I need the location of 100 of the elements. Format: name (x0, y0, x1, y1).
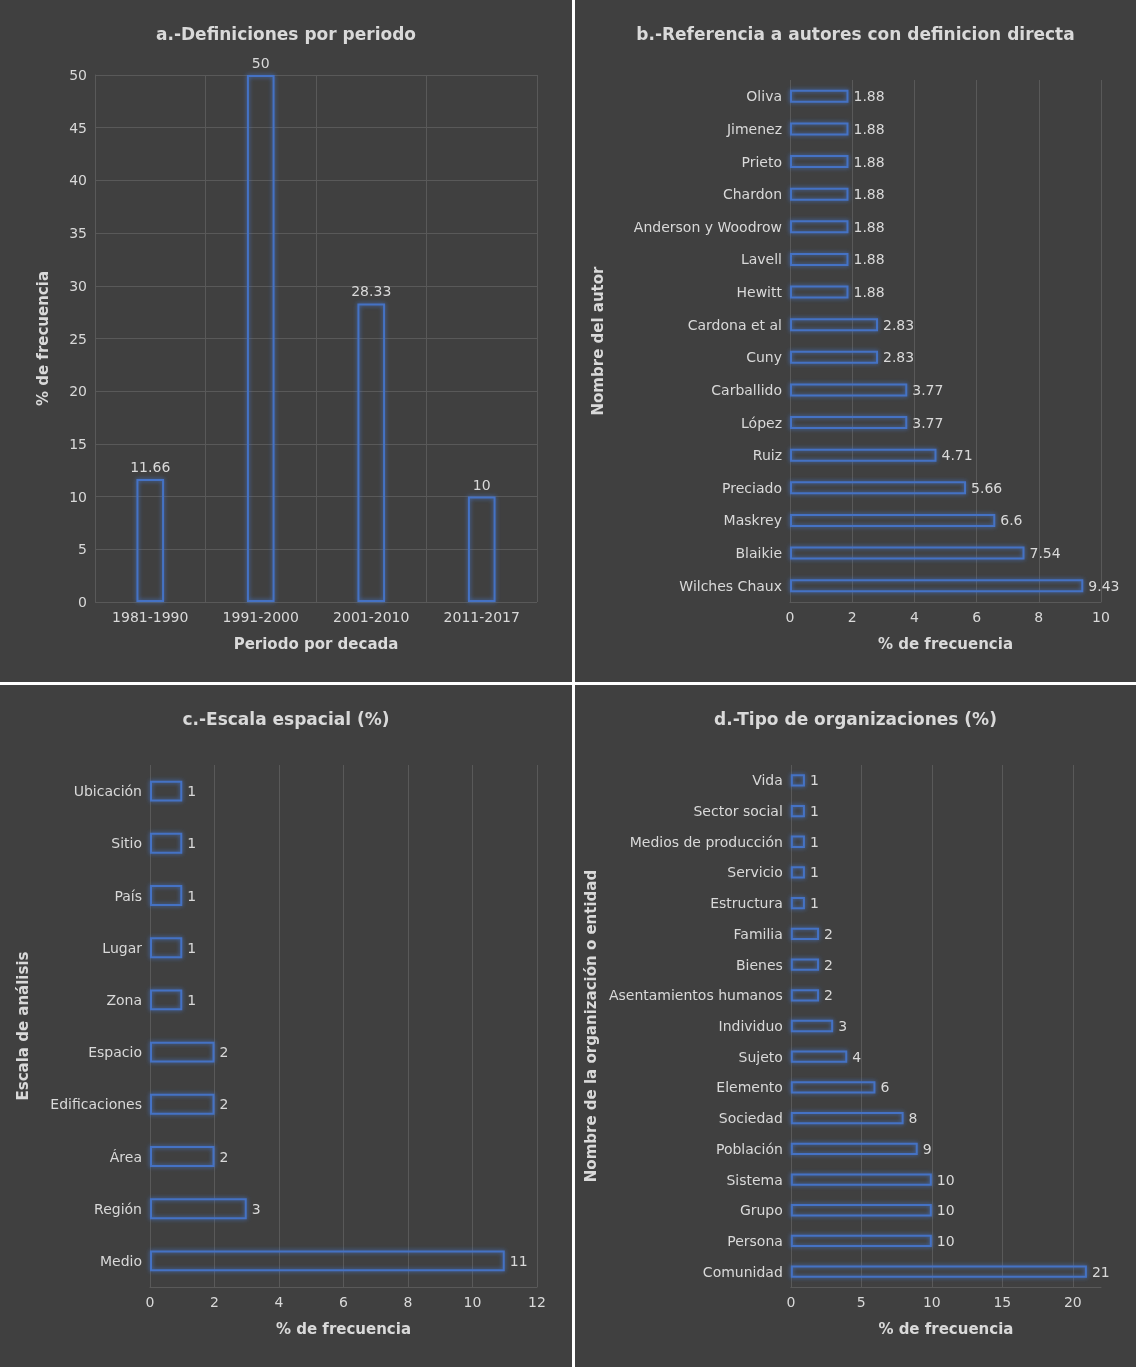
chart-title: d.-Tipo de organizaciones (%) (714, 708, 997, 729)
bar (790, 1204, 932, 1217)
bar (790, 927, 820, 941)
y-tick-label: Wilches Chaux (679, 577, 782, 594)
data-label: 1.88 (853, 120, 885, 137)
data-label: 1 (187, 991, 197, 1008)
bar (136, 479, 165, 602)
bar (790, 89, 849, 103)
data-label: 1 (809, 772, 819, 789)
data-label: 6 (880, 1079, 890, 1096)
x-tick-label: 2001-2010 (333, 609, 410, 625)
data-label: 1.88 (853, 88, 885, 105)
y-tick-label: Ruiz (752, 447, 782, 464)
y-tick-label: Maskrey (723, 512, 782, 529)
y-tick-label: Grupo (739, 1202, 783, 1219)
data-label: 1 (809, 833, 819, 850)
y-tick-label: Prieto (741, 153, 782, 170)
y-tick-label: Anderson y Woodrow (633, 218, 782, 235)
bar (790, 1050, 848, 1063)
data-label: 1.88 (853, 284, 885, 301)
bar (790, 958, 820, 971)
y-tick-label: López (741, 414, 782, 431)
bar (150, 1093, 215, 1115)
y-tick-label: 5 (78, 541, 87, 558)
bar (790, 1111, 904, 1125)
data-label: 1 (809, 895, 819, 912)
bar (790, 1265, 1087, 1278)
data-label: 8 (908, 1110, 918, 1127)
data-label: 1 (187, 887, 197, 904)
bar (150, 1146, 215, 1167)
y-tick-label: Lavell (740, 251, 782, 268)
y-tick-label: 30 (69, 277, 87, 294)
data-label: 50 (251, 55, 270, 71)
y-tick-label: Ubicación (73, 783, 142, 800)
bar (790, 122, 849, 136)
bar (150, 780, 183, 802)
y-tick-label: Carballido (711, 381, 782, 398)
y-tick-label: Región (94, 1200, 142, 1217)
data-label: 1 (809, 864, 819, 881)
bar (150, 937, 183, 959)
bar (246, 75, 275, 602)
x-tick-label: 8 (1034, 609, 1044, 625)
data-label: 2.83 (883, 316, 915, 333)
y-tick-label: 40 (69, 172, 87, 189)
y-tick-label: Preciado (722, 479, 782, 496)
data-label: 6.6 (1000, 512, 1023, 529)
data-label: 1.88 (853, 251, 885, 268)
x-axis-title: % de frecuencia (275, 1319, 412, 1338)
y-tick-label: Sociedad (718, 1110, 783, 1127)
bar (150, 832, 183, 854)
x-tick-label: 4 (274, 1294, 284, 1310)
data-label: 1.88 (853, 153, 885, 170)
bar (790, 252, 849, 266)
data-label: 3 (251, 1200, 261, 1217)
y-axis-title: Nombre de la organización o entidad (581, 869, 600, 1183)
x-tick-label: 6 (339, 1294, 349, 1310)
x-tick-label: 2 (847, 609, 857, 625)
data-label: 2 (219, 1096, 229, 1113)
y-tick-label: Sujeto (738, 1048, 783, 1065)
bar (790, 1081, 876, 1094)
data-label: 1 (187, 835, 197, 852)
x-tick-label: 20 (1063, 1294, 1082, 1310)
bar (790, 481, 967, 495)
chart-title: c.-Escala espacial (%) (182, 708, 390, 729)
y-tick-label: Área (109, 1148, 142, 1165)
y-tick-label: Hewitt (736, 284, 783, 301)
x-tick-label: 12 (528, 1294, 546, 1310)
bar (790, 285, 849, 299)
data-label: 1 (187, 939, 197, 956)
y-tick-label: Oliva (746, 88, 782, 105)
y-tick-label: 10 (69, 488, 87, 505)
y-tick-label: Elemento (716, 1079, 783, 1096)
y-tick-label: Lugar (102, 939, 143, 956)
bar (790, 187, 849, 201)
y-tick-label: Medio (99, 1252, 142, 1269)
bar (467, 496, 496, 602)
data-label: 4.71 (941, 447, 973, 464)
data-label: 2 (219, 1148, 229, 1165)
bar (790, 774, 805, 787)
data-label: 1.88 (853, 218, 885, 235)
bar (790, 546, 1025, 560)
data-label: 10 (936, 1232, 955, 1249)
x-axis-title: % de frecuencia (878, 1319, 1014, 1338)
data-label: 28.33 (351, 283, 392, 300)
y-tick-label: Edificaciones (50, 1096, 142, 1113)
bar (790, 579, 1084, 593)
y-tick-label: Cuny (746, 349, 782, 366)
x-tick-label: 4 (909, 609, 919, 625)
chart-title: a.-Definiciones por periodo (156, 23, 416, 44)
bar (150, 1198, 247, 1220)
x-tick-label: 1991-2000 (222, 609, 299, 625)
bar (790, 350, 879, 364)
bar (790, 1142, 918, 1155)
data-label: 3.77 (912, 381, 944, 398)
bar (790, 318, 879, 332)
data-label: 21 (1091, 1263, 1110, 1280)
y-axis-title: % de frecuencia (33, 270, 52, 407)
data-label: 2 (824, 956, 833, 973)
data-label: 2 (219, 1044, 229, 1061)
bar (790, 220, 849, 234)
